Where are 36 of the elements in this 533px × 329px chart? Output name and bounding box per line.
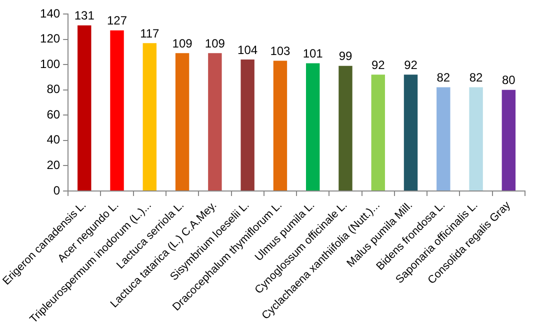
data-label: 104 [238,42,258,57]
data-label: 103 [270,44,291,58]
bar [371,74,385,190]
data-label: 127 [107,14,128,28]
bar [404,74,418,190]
bar [502,90,516,190]
bar [240,60,254,190]
bar [469,87,483,190]
y-tick-label: 120 [40,32,60,46]
y-tick-label: 140 [40,6,60,20]
bar [110,30,124,190]
y-tick-label: 20 [46,158,60,172]
y-tick-label: 0 [53,183,60,198]
y-tick-label: 100 [40,56,60,71]
data-label: 82 [436,70,450,85]
data-label: 99 [338,49,352,64]
bar [436,87,450,190]
y-tick-label: 40 [46,132,60,147]
data-label: 82 [469,70,484,85]
bar [208,53,222,190]
data-label: 131 [74,8,95,23]
bar [273,60,288,190]
y-tick-label: 60 [46,107,60,122]
data-label: 92 [404,58,418,72]
data-label: 109 [172,36,193,50]
bar [142,43,157,190]
bar [78,25,92,190]
data-label: 92 [371,58,386,72]
data-label: 117 [140,26,160,40]
data-label: 109 [204,36,226,50]
y-tick-label: 80 [46,82,60,96]
data-label: 80 [502,73,516,88]
bar [175,53,190,190]
bar [338,66,352,190]
data-label: 101 [302,46,324,61]
bar [306,63,320,190]
